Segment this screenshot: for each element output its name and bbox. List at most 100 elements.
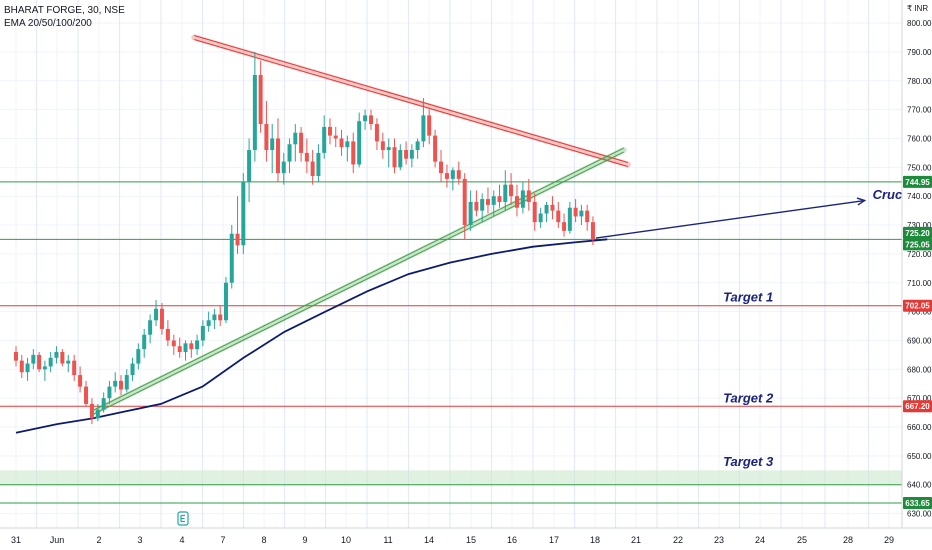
y-tick-label: 660.00	[907, 423, 932, 432]
y-tick-label: 630.00	[907, 510, 932, 519]
candle-body	[247, 150, 252, 182]
arrow-shaft	[595, 199, 865, 239]
arrow-head	[856, 197, 867, 206]
candle-body	[25, 363, 30, 373]
candle-body	[550, 204, 555, 211]
candle-body	[327, 126, 332, 136]
target-zone	[0, 470, 902, 485]
candle-body	[415, 141, 420, 151]
price-axis[interactable]: 630.00 640.00 650.00 660.00 670.00 680.00 690.…	[901, 0, 932, 550]
candle-body	[462, 178, 467, 226]
candle-body	[136, 349, 141, 364]
candle-body	[369, 115, 374, 125]
candle-body	[497, 196, 502, 202]
indicator-line: EMA 20/50/100/200	[4, 18, 92, 29]
price-badge	[903, 400, 932, 413]
candle-body	[60, 352, 65, 364]
candle-body	[433, 135, 438, 162]
candle-body	[78, 375, 83, 387]
candle-body	[304, 152, 309, 162]
price-badge-label: 725.20	[905, 229, 930, 238]
candle-body	[270, 138, 275, 151]
candle-body	[538, 213, 543, 223]
candle-body	[514, 196, 519, 208]
x-tick-label: 3	[137, 535, 142, 545]
candle-body	[19, 360, 24, 373]
x-tick-label: 24	[755, 535, 765, 545]
candle-body	[95, 409, 100, 419]
candle-body	[189, 343, 194, 350]
candle-body	[345, 141, 350, 148]
y-tick-label: 790.00	[907, 48, 932, 57]
y-tick-label: 640.00	[907, 481, 932, 490]
candle-body	[509, 184, 514, 197]
y-tick-label: 680.00	[907, 365, 932, 374]
x-tick-label: 23	[714, 535, 724, 545]
candle-body	[177, 346, 182, 352]
x-tick-label: 17	[549, 535, 559, 545]
x-tick-label: 16	[507, 535, 517, 545]
candle-body	[579, 210, 584, 217]
candle-body	[130, 363, 135, 376]
y-tick-label: 650.00	[907, 452, 932, 461]
x-tick-label: 4	[179, 535, 184, 545]
time-axis[interactable]: 31 Jun 2 3 4 7 8 9 10 11 14 15 16 17 18 21 22 23 24 25 28 29	[0, 527, 932, 550]
candle-body	[520, 190, 525, 208]
candle-body	[380, 141, 385, 151]
price-badge-label: 744.95	[905, 178, 930, 187]
price-badge	[903, 299, 932, 312]
candle-body	[212, 314, 217, 321]
x-tick-label: 22	[673, 535, 683, 545]
target-label: Target 3	[723, 454, 774, 469]
x-tick-label: 14	[424, 535, 434, 545]
candle-body	[218, 314, 223, 321]
candle-body	[287, 144, 292, 162]
candle-body	[281, 161, 286, 174]
time-axis-bg	[0, 528, 932, 550]
x-tick-label: 2	[96, 535, 101, 545]
candle-body	[392, 147, 397, 168]
y-tick-label: 740.00	[907, 192, 932, 201]
candle-body	[409, 150, 414, 159]
y-tick-label: 720.00	[907, 250, 932, 259]
currency-label: ₹ INR	[907, 4, 928, 13]
price-axis-bg	[902, 0, 932, 550]
x-tick-label: 25	[797, 535, 807, 545]
candle-body	[89, 403, 94, 419]
candle-body	[386, 147, 391, 151]
candle-body	[31, 354, 36, 364]
y-tick-label: 710.00	[907, 279, 932, 288]
candle-body	[183, 343, 188, 352]
y-tick-label: 760.00	[907, 134, 932, 143]
y-tick-label: 800.00	[907, 19, 932, 28]
x-tick-label: 18	[590, 535, 600, 545]
price-badge-label: 702.05	[905, 302, 930, 311]
earnings-marker[interactable]	[177, 511, 189, 526]
candle-body	[195, 340, 200, 350]
x-tick-label: 28	[843, 535, 853, 545]
candle-body	[72, 360, 77, 376]
candle-body	[427, 115, 432, 136]
y-tick-label: 670.00	[907, 394, 932, 403]
price-badge-label: 633.65	[905, 499, 930, 508]
candle-body	[421, 115, 426, 142]
candle-body	[562, 222, 567, 231]
candle-body	[585, 210, 590, 223]
candle-body	[264, 124, 269, 151]
candle-body	[339, 138, 344, 148]
y-tick-label: 770.00	[907, 106, 932, 115]
y-tick-label: 750.00	[907, 163, 932, 172]
x-tick-label: 8	[261, 535, 266, 545]
candle-body	[333, 135, 338, 139]
candle-body	[567, 207, 572, 231]
candle-body	[101, 398, 106, 410]
candle-body	[200, 326, 205, 341]
candle-body	[241, 181, 246, 246]
candle-body	[84, 386, 89, 404]
candle-body	[485, 199, 490, 205]
candle-body	[229, 233, 234, 283]
candle-body	[573, 207, 578, 217]
candle-body	[258, 75, 263, 125]
candle-body	[113, 380, 118, 387]
